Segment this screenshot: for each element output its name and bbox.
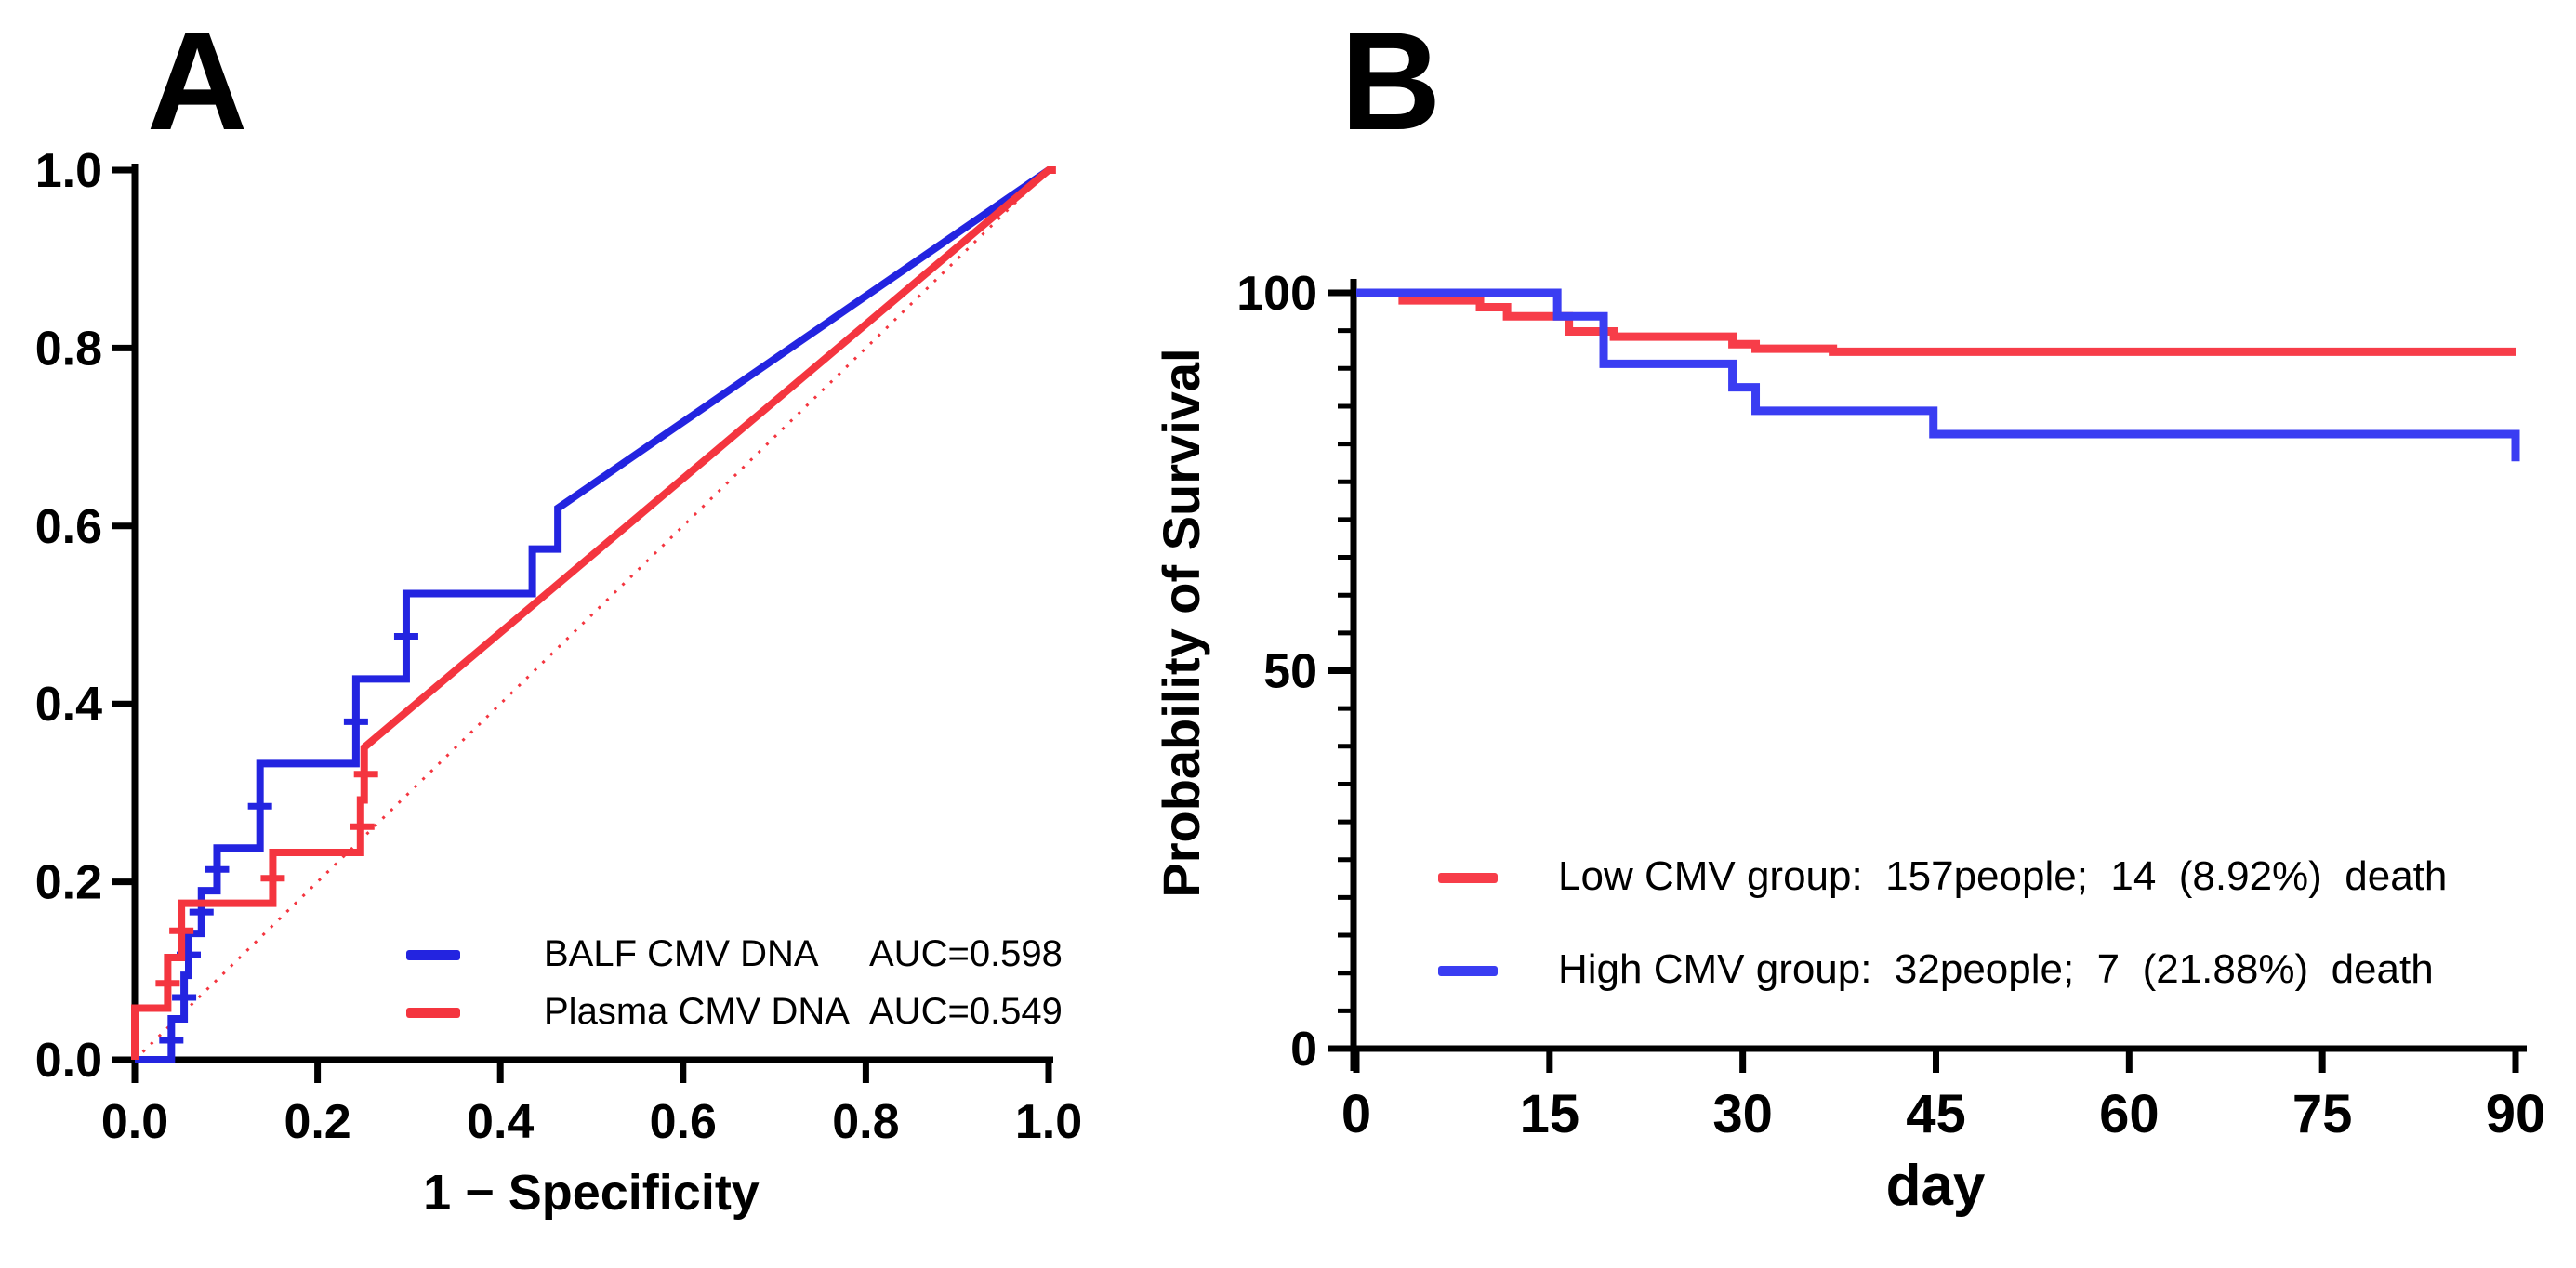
panel-b-x-tick-label: 30 (1712, 1084, 1773, 1144)
survival-curve-high-cmv (1356, 288, 2520, 462)
legend-label-balf: BALF CMV DNA (544, 933, 819, 974)
panel-a-x-tick-label: 0.4 (467, 1095, 534, 1149)
panel-a-y-tick-label: 0.4 (35, 678, 102, 732)
legend-swatch-low-cmv (1438, 873, 1498, 883)
panel-a-y-tick-label: 0.6 (35, 500, 102, 554)
panel-a-y-tick-label: 0.8 (35, 322, 102, 376)
panel-b-y-tick-label: 0 (1290, 1023, 1317, 1076)
panel-a-letter: A (147, 3, 248, 159)
legend-swatch-balf (406, 950, 460, 960)
panel-b-y-tick-label: 100 (1236, 267, 1317, 321)
panel-b-x-tick-label: 75 (2292, 1084, 2353, 1144)
panel-b-x-axis-title: day (1885, 1154, 1986, 1218)
panel-a-x-tick-label: 1.0 (1015, 1095, 1082, 1149)
panel-a-y-tick-label: 0.2 (35, 856, 102, 910)
panel-a-x-tick-label: 0.0 (101, 1095, 168, 1149)
panel-b-x-tick-label: 15 (1520, 1084, 1580, 1144)
roc-curve-reference (133, 168, 1050, 1062)
legend-swatch-plasma (406, 1008, 460, 1018)
panel-b-x-tick-label: 90 (2486, 1084, 2546, 1144)
legend-auc-plasma: AUC=0.549 (869, 991, 1063, 1032)
panel-a-y-tick-label: 0.0 (35, 1034, 102, 1088)
panel-a-x-tick-label: 0.2 (284, 1095, 350, 1149)
panel-a-x-tick-label: 0.8 (832, 1095, 899, 1149)
panel-b-y-tick-label: 50 (1263, 645, 1317, 699)
legend-auc-balf: AUC=0.598 (869, 933, 1063, 974)
legend-label-high-cmv: High CMV group: 32people; 7 (21.88%) dea… (1558, 946, 2434, 992)
legend-swatch-high-cmv (1438, 966, 1498, 976)
panel-b-x-tick-label: 45 (1906, 1084, 1966, 1144)
panel-b-x-tick-label: 0 (1341, 1084, 1371, 1144)
panel-a-x-axis-title: 1 − Specificity (423, 1165, 760, 1221)
legend-label-low-cmv: Low CMV group: 157people; 14 (8.92%) dea… (1558, 853, 2448, 899)
panel-a-x-tick-label: 0.6 (650, 1095, 717, 1149)
roc-curve-plasma (131, 166, 1056, 1060)
panel-b-y-axis-title: Probability of Survival (1152, 348, 1210, 898)
legend-label-plasma: Plasma CMV DNA (544, 991, 850, 1032)
panel-b-x-tick-label: 60 (2099, 1084, 2160, 1144)
survival-curve-low-cmv (1356, 288, 2516, 356)
panel-a-y-tick-label: 1.0 (35, 144, 102, 198)
panel-b-letter: B (1341, 3, 1442, 159)
